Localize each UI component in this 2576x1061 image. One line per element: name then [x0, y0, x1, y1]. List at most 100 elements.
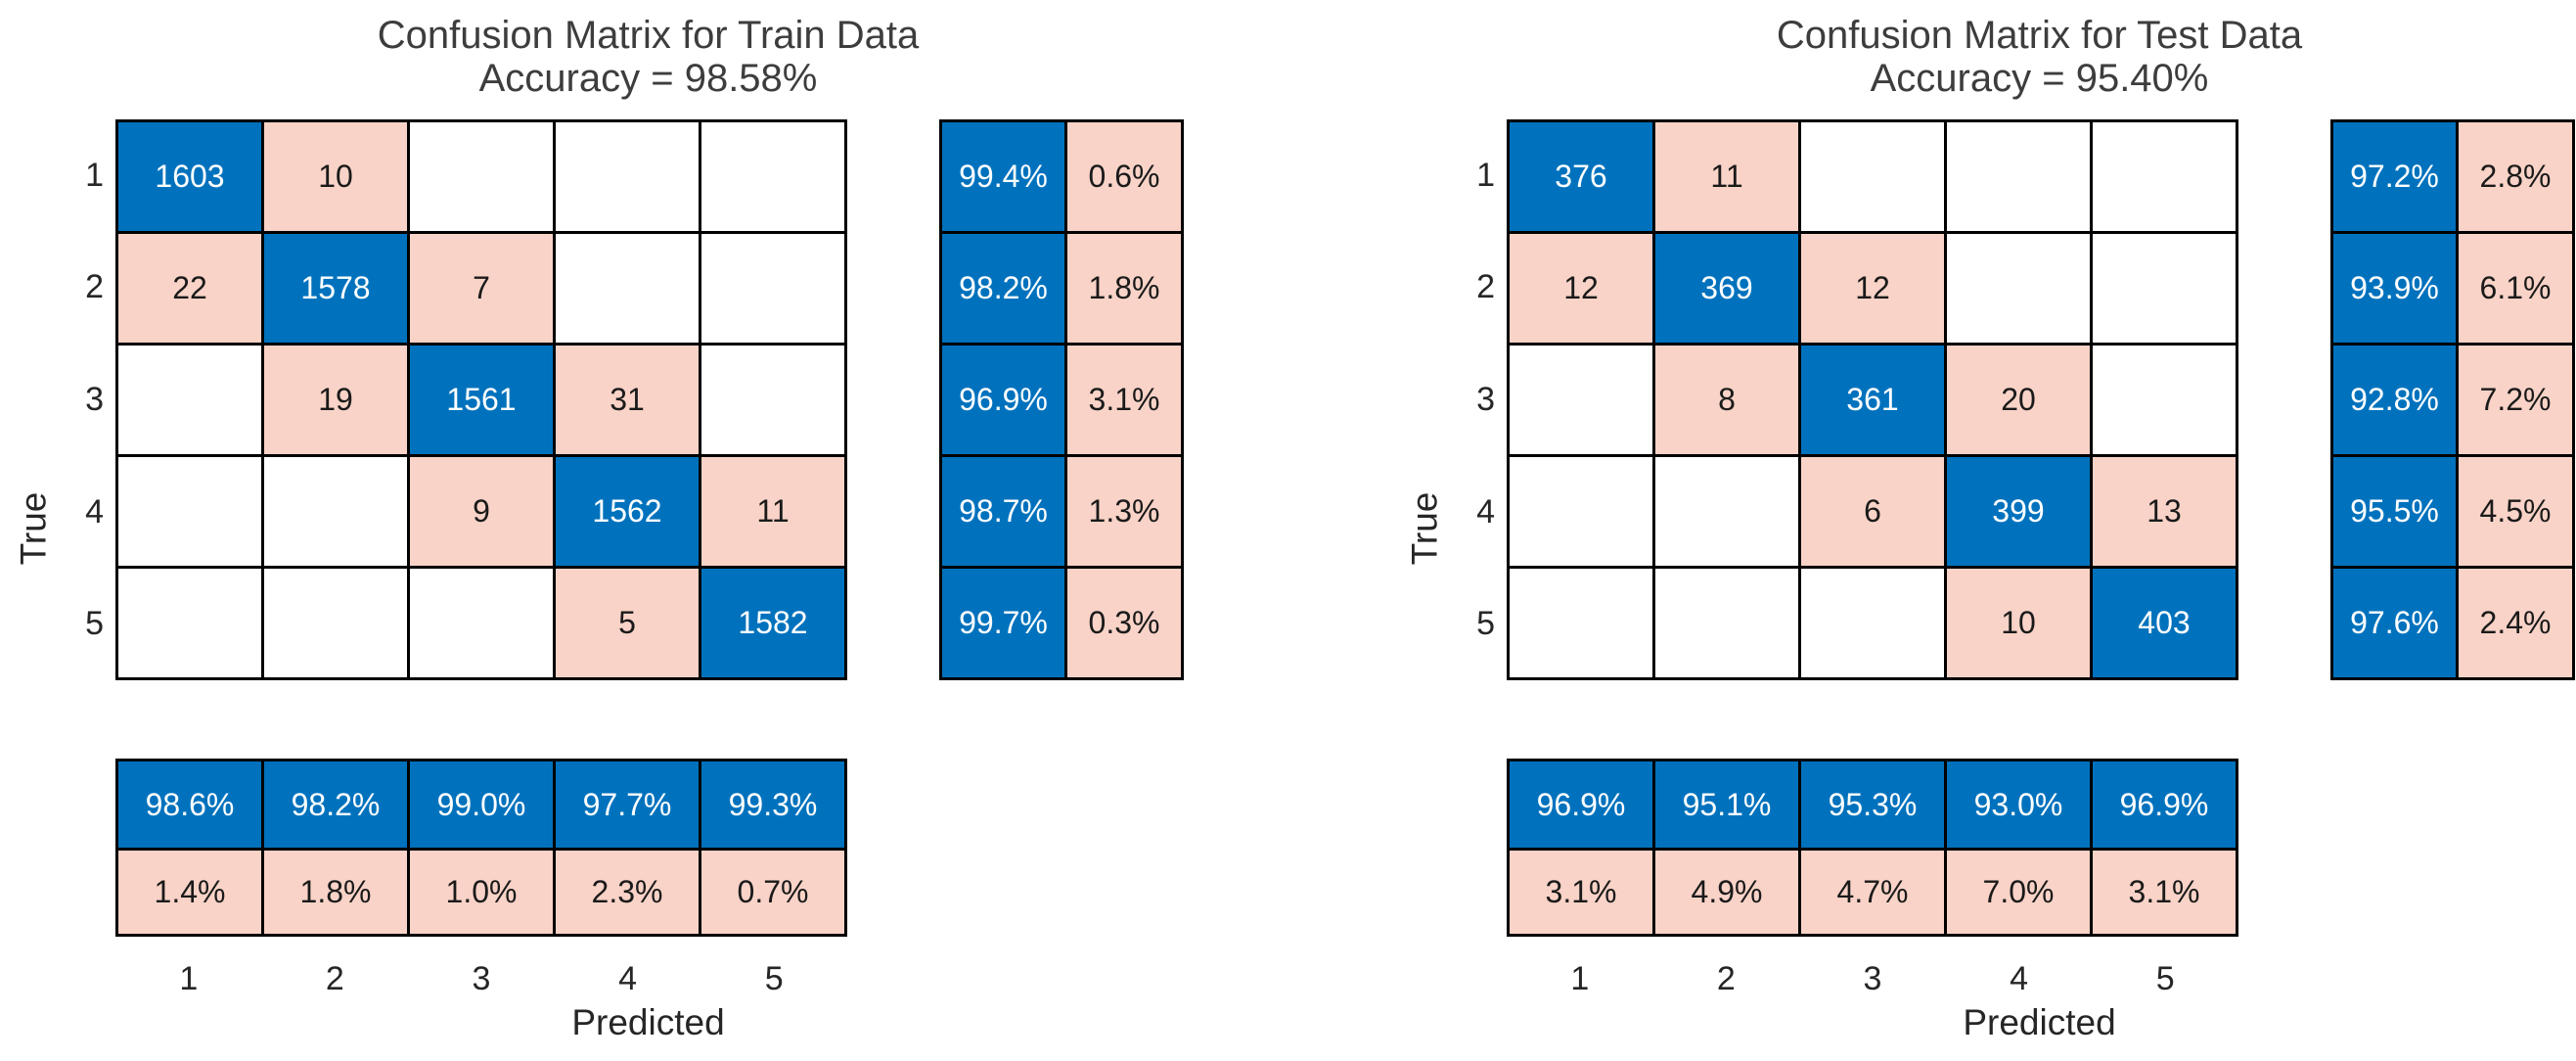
matrix-cell-r3c4: 20: [1947, 346, 2090, 454]
matrix-cell-r4c5: 13: [2093, 457, 2236, 566]
matrix-cell-r1c3: [1801, 122, 1944, 231]
colsum-cell-r2c3: 1.0%: [410, 851, 553, 934]
matrix-cell-r1c5: [2093, 122, 2236, 231]
matrix-cell-r5c4: 10: [1947, 569, 2090, 677]
tick-slot: 3: [408, 954, 555, 1003]
matrix-cell-r2c4: [556, 234, 699, 343]
tick-label: 4: [85, 492, 104, 530]
colsum-cell-r1c2: 95.1%: [1655, 761, 1798, 848]
rowsum-cell-r5c1: 97.6%: [2333, 569, 2456, 677]
tick-slot: 2: [262, 954, 409, 1003]
rowsum-cell-r1c1: 99.4%: [942, 122, 1064, 231]
matrix-cell-r2c5: [701, 234, 844, 343]
tick-label: 2: [1716, 959, 1736, 997]
rowsum-cell-r5c1: 99.7%: [942, 569, 1064, 677]
test-x-axis-ticks: 1 2 3 4 5: [1507, 954, 2238, 1003]
train-accuracy-line: Accuracy = 98.58%: [478, 57, 818, 100]
tick-label: 3: [1863, 959, 1882, 997]
matrix-cell-r1c3: [410, 122, 553, 231]
test-column-summary-grid: 96.9% 95.1% 95.3% 93.0% 96.9% 3.1% 4.9% 4.7% 7.0…: [1507, 759, 2238, 937]
matrix-cell-r3c1: [1510, 346, 1652, 454]
matrix-cell-r2c5: [2093, 234, 2236, 343]
colsum-cell-r2c4: 2.3%: [556, 851, 699, 934]
matrix-cell-r3c2: 8: [1655, 346, 1798, 454]
tick-label: 1: [85, 156, 104, 194]
test-x-axis-label-text: Predicted: [1963, 1002, 2116, 1042]
matrix-cell-r4c4: 399: [1947, 457, 2090, 566]
matrix-cell-r2c2: 1578: [264, 234, 407, 343]
rowsum-cell-r3c1: 96.9%: [942, 346, 1064, 454]
matrix-cell-r3c5: [701, 346, 844, 454]
matrix-cell-r2c1: 22: [118, 234, 261, 343]
matrix-cell-r3c2: 19: [264, 346, 407, 454]
matrix-cell-r1c1: 1603: [118, 122, 261, 231]
tick-label: 4: [618, 959, 638, 997]
colsum-cell-r2c1: 3.1%: [1510, 851, 1652, 934]
tick-slot: 5: [700, 954, 847, 1003]
tick-slot: 3: [1799, 954, 1946, 1003]
tick-slot: 5: [1421, 568, 1495, 680]
rowsum-cell-r5c2: 0.3%: [1067, 569, 1181, 677]
matrix-cell-r5c4: 5: [556, 569, 699, 677]
test-title-line: Confusion Matrix for Test Data: [1776, 14, 2303, 57]
train-x-axis-label: Predicted: [115, 1000, 1181, 1045]
tick-slot: 4: [29, 456, 104, 569]
matrix-cell-r5c5: 1582: [701, 569, 844, 677]
matrix-cell-r2c4: [1947, 234, 2090, 343]
tick-label: 4: [2010, 959, 2029, 997]
colsum-cell-r2c5: 3.1%: [2093, 851, 2236, 934]
tick-slot: 5: [2092, 954, 2238, 1003]
tick-label: 2: [1476, 268, 1495, 306]
matrix-cell-r5c1: [118, 569, 261, 677]
matrix-cell-r2c3: 7: [410, 234, 553, 343]
train-y-axis-ticks: 1 2 3 4 5: [29, 119, 104, 680]
tick-slot: 1: [1507, 954, 1653, 1003]
matrix-cell-r1c4: [1947, 122, 2090, 231]
train-chart-title: Confusion Matrix for Train Data Accuracy…: [115, 14, 1181, 100]
matrix-cell-r4c3: 9: [410, 457, 553, 566]
tick-slot: 2: [1421, 232, 1495, 345]
train-x-axis-ticks: 1 2 3 4 5: [115, 954, 847, 1003]
matrix-cell-r4c2: [264, 457, 407, 566]
train-x-axis-label-text: Predicted: [571, 1002, 725, 1042]
colsum-cell-r2c3: 4.7%: [1801, 851, 1944, 934]
rowsum-cell-r2c2: 1.8%: [1067, 234, 1181, 343]
colsum-cell-r1c1: 98.6%: [118, 761, 261, 848]
matrix-cell-r4c2: [1655, 457, 1798, 566]
matrix-cell-r5c2: [264, 569, 407, 677]
rowsum-cell-r1c2: 2.8%: [2459, 122, 2572, 231]
train-title-line: Confusion Matrix for Train Data: [377, 14, 920, 57]
test-accuracy-line: Accuracy = 95.40%: [1870, 57, 2209, 100]
tick-label: 3: [85, 380, 104, 418]
matrix-cell-r5c3: [1801, 569, 1944, 677]
matrix-cell-r5c1: [1510, 569, 1652, 677]
colsum-cell-r1c4: 93.0%: [1947, 761, 2090, 848]
colsum-cell-r2c5: 0.7%: [701, 851, 844, 934]
tick-slot: 3: [1421, 344, 1495, 456]
rowsum-cell-r3c1: 92.8%: [2333, 346, 2456, 454]
train-confusion-matrix-grid: 1603 10 22 1578 7 19 1561 31 9 1562 11 5 1582: [115, 119, 847, 680]
colsum-cell-r1c3: 99.0%: [410, 761, 553, 848]
test-confusion-panel: Confusion Matrix for Test Data Accuracy …: [1391, 0, 2576, 1061]
tick-label: 3: [1476, 380, 1495, 418]
matrix-cell-r2c1: 12: [1510, 234, 1652, 343]
matrix-cell-r5c5: 403: [2093, 569, 2236, 677]
tick-slot: 1: [29, 119, 104, 232]
train-confusion-panel: Confusion Matrix for Train Data Accuracy…: [0, 0, 1185, 1061]
tick-slot: 4: [1946, 954, 2093, 1003]
colsum-cell-r1c5: 96.9%: [2093, 761, 2236, 848]
colsum-cell-r1c3: 95.3%: [1801, 761, 1944, 848]
test-confusion-matrix-grid: 376 11 12 369 12 8 361 20 6 399 13 10 403: [1507, 119, 2238, 680]
tick-label: 1: [1476, 156, 1495, 194]
matrix-cell-r4c3: 6: [1801, 457, 1944, 566]
tick-label: 2: [85, 268, 104, 306]
test-y-axis-ticks: 1 2 3 4 5: [1421, 119, 1495, 680]
test-row-summary-grid: 97.2% 2.8% 93.9% 6.1% 92.8% 7.2% 95.5% 4.5% 97.6…: [2330, 119, 2575, 680]
tick-slot: 4: [555, 954, 701, 1003]
matrix-cell-r4c1: [1510, 457, 1652, 566]
matrix-cell-r3c5: [2093, 346, 2236, 454]
matrix-cell-r3c4: 31: [556, 346, 699, 454]
tick-label: 5: [85, 605, 104, 643]
tick-slot: 1: [1421, 119, 1495, 232]
